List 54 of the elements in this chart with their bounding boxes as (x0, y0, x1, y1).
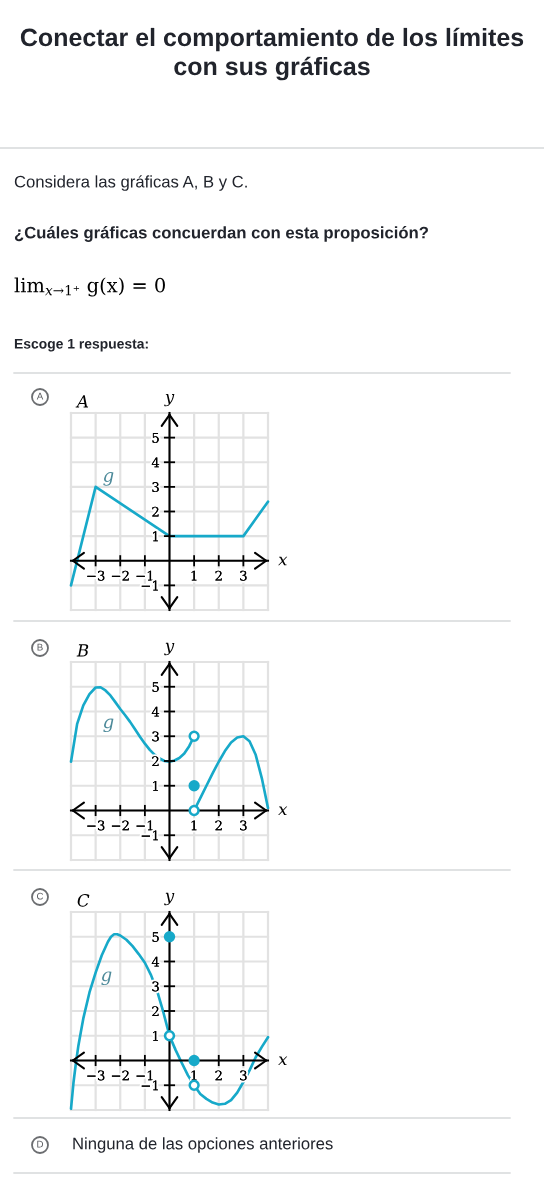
y-tick-label: 5 (152, 932, 159, 942)
text: C (36, 892, 44, 900)
text: B (37, 643, 43, 651)
y-tick-label: 5 (152, 433, 159, 443)
y-axis-title: y (164, 642, 175, 656)
x-tick-label: 1 (191, 820, 197, 831)
y-tick-label: −1 (141, 1080, 158, 1091)
x-tick-label: 2 (215, 820, 222, 831)
text: Escoge 1 respuesta: (14, 338, 148, 352)
y-tick-label: 4 (151, 706, 160, 717)
y-tick-label: 2 (152, 1006, 159, 1017)
x-tick-label: −2 (111, 1070, 129, 1081)
x-tick-label: −3 (87, 570, 105, 581)
x-tick-label: 3 (240, 1070, 247, 1081)
x-tick-label: −2 (111, 570, 129, 581)
y-tick-label: −1 (141, 830, 158, 841)
x-tick-label: 1 (191, 570, 197, 581)
x-axis-title: x (278, 806, 288, 816)
y-tick-label: 4 (151, 457, 160, 468)
y-tick-label: 2 (152, 506, 159, 517)
y-tick-label: 5 (152, 682, 159, 692)
y-tick-label: 4 (151, 956, 160, 967)
text: D (37, 1140, 44, 1148)
text: lim$_{x→1⁺}$ g(x) = 0 (14, 277, 165, 297)
y-tick-label: 1 (152, 531, 158, 542)
text: Considera las gráficas A, B y C. (14, 175, 247, 191)
text: Ninguna de las opciones anteriores (73, 1137, 333, 1153)
x-tick-label: 3 (240, 570, 247, 581)
x-tick-label: −3 (87, 820, 105, 831)
chart-title: C (77, 894, 90, 907)
x-tick-label: 3 (240, 820, 247, 831)
text: A (36, 392, 44, 400)
x-tick-label: 2 (215, 1070, 222, 1081)
x-axis-title: x (278, 556, 288, 566)
y-tick-label: 1 (152, 1030, 158, 1041)
text: Conectar el comportamiento de los límites con sus gráficas (20, 27, 524, 81)
x-tick-label: −2 (111, 820, 129, 831)
y-tick-label: 1 (152, 780, 158, 791)
annotation: g (101, 971, 112, 986)
x-tick-label: 2 (215, 570, 222, 581)
chart-title: B (76, 644, 89, 657)
x-tick-label: 1 (191, 1070, 197, 1081)
chart-title: A (75, 395, 89, 408)
y-tick-label: −1 (141, 580, 158, 591)
text: ¿Cuáles gráficas concuerdan con esta proposición? (14, 226, 428, 242)
y-tick-label: 3 (152, 731, 159, 742)
x-axis-title: x (278, 1056, 288, 1066)
y-axis-title: y (164, 892, 175, 906)
annotation: g (103, 472, 114, 486)
annotation: g (103, 718, 114, 733)
y-tick-label: 2 (152, 756, 159, 767)
y-tick-label: 3 (152, 482, 159, 493)
x-tick-label: −3 (87, 1070, 105, 1081)
y-axis-title: y (164, 393, 175, 407)
